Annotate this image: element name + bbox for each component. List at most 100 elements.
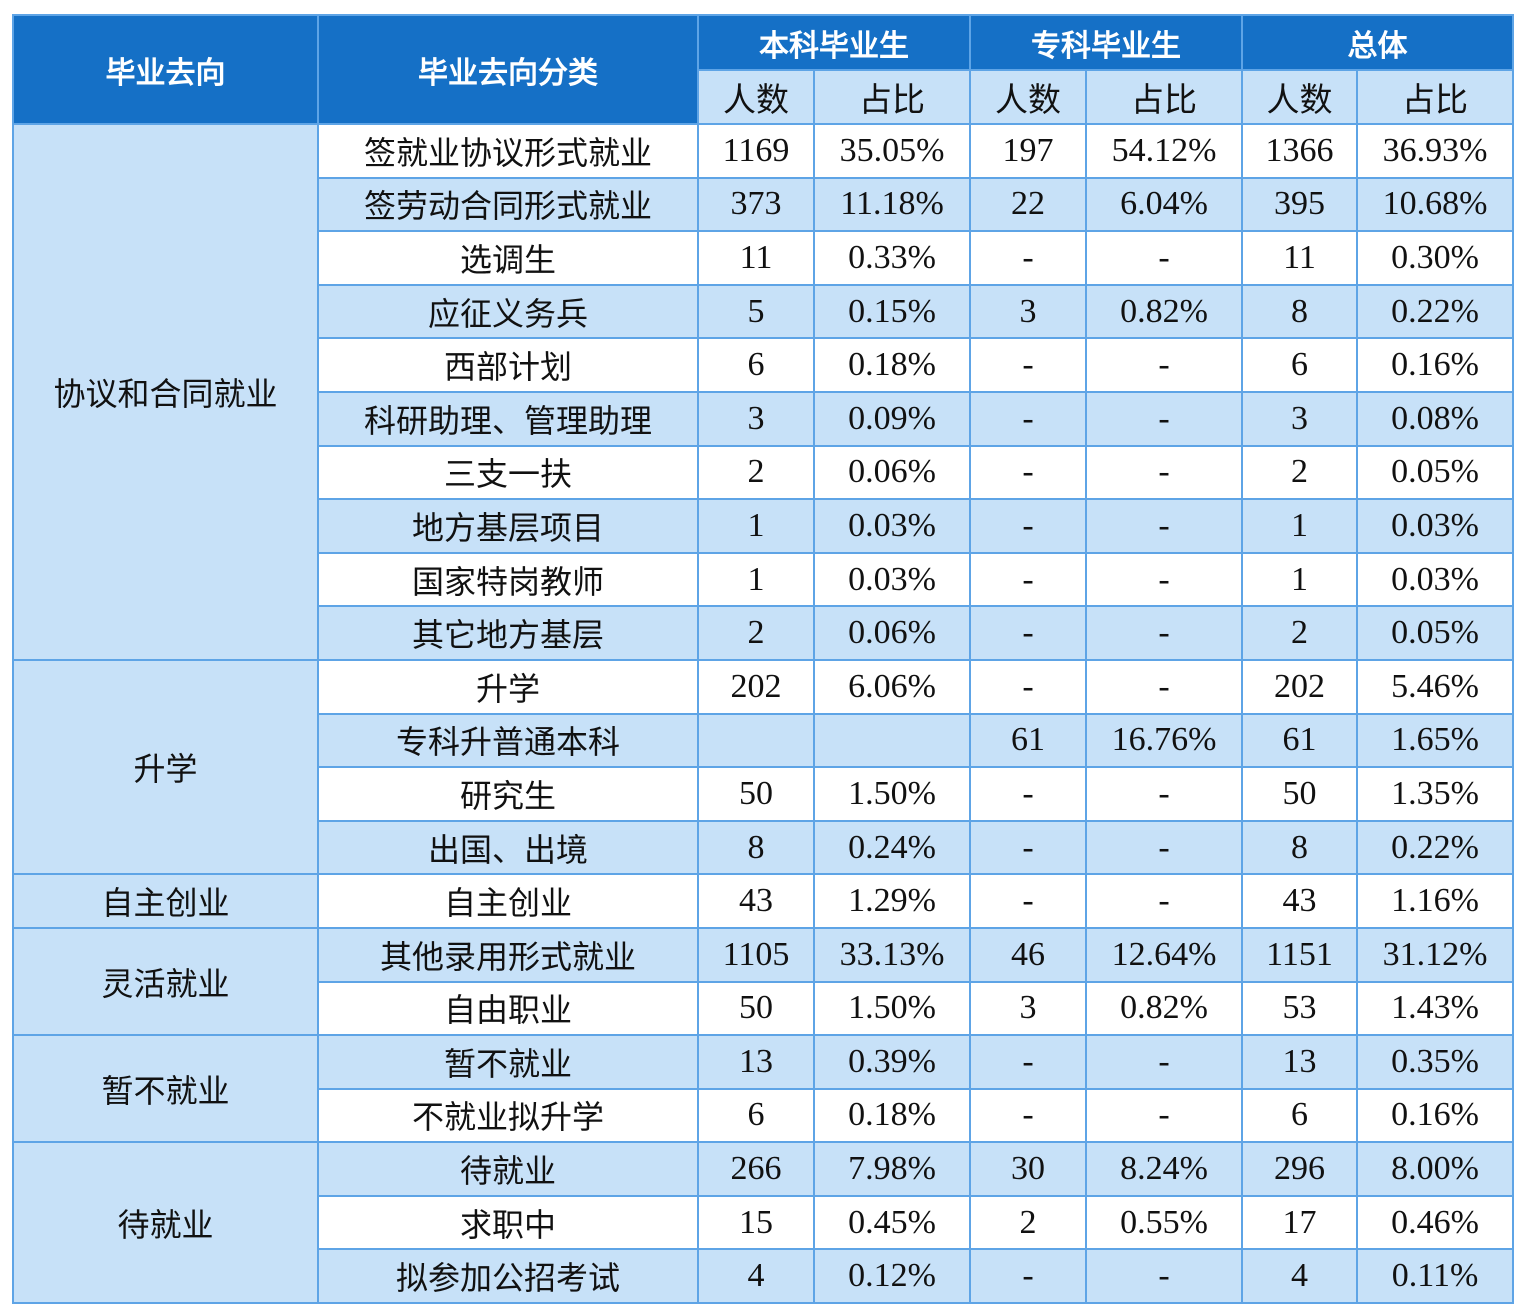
col-count-cell: - [969,766,1087,822]
ug-ratio-cell: 35.05% [813,123,971,179]
col-ratio-cell: - [1085,1087,1243,1144]
total-ratio-cell: 0.22% [1356,283,1514,340]
col-ratio-cell: 0.82% [1085,283,1243,340]
header-destination: 毕业去向 [12,14,319,125]
total-count-cell: 8 [1241,819,1358,876]
category-cell: 西部计划 [317,337,699,393]
header-undergrad-count: 人数 [697,69,815,125]
col-ratio-cell: - [1085,658,1243,715]
table-row: 灵活就业 其他录用形式就业 1105 33.13% 46 12.64% 1151 31.12% [12,926,1514,1037]
col-count-cell: - [969,873,1087,929]
ug-ratio-cell: 0.18% [813,1087,971,1144]
header-total-count: 人数 [1241,69,1358,125]
total-ratio-cell: 31.12% [1356,926,1514,983]
table-row: 应征义务兵 5 0.15% 3 0.82% 8 0.22% [13,283,1514,340]
category-cell: 选调生 [317,230,699,286]
graduate-destination-table: 毕业去向 毕业去向分类 本科毕业生 专科毕业生 总体 人数 占比 人数 占比 人… [12,14,1514,1305]
ug-ratio-cell [813,712,971,769]
category-cell: 暂不就业 [317,1034,699,1090]
category-cell: 签劳动合同形式就业 [317,176,699,233]
total-count-cell: 395 [1241,176,1358,233]
table-row: 专科升普通本科 61 16.76% 61 1.65% [13,712,1514,769]
total-ratio-cell: 0.03% [1356,498,1514,554]
category-cell: 出国、出境 [317,819,699,876]
destination-group-cell: 灵活就业 [12,926,319,1037]
table-row: 自由职业 50 1.50% 3 0.82% 53 1.43% [13,980,1514,1037]
total-count-cell: 43 [1241,873,1358,929]
total-ratio-cell: 0.46% [1356,1194,1514,1251]
category-cell: 自由职业 [317,980,699,1037]
col-ratio-cell: - [1085,605,1243,661]
col-ratio-cell: 6.04% [1085,176,1243,233]
col-ratio-cell: - [1085,498,1243,554]
col-count-cell: - [969,337,1087,393]
ug-ratio-cell: 0.06% [813,444,971,501]
ug-count-cell [697,712,815,769]
col-count-cell: 46 [969,926,1087,983]
total-ratio-cell: 0.22% [1356,819,1514,876]
col-count-cell: - [969,551,1087,608]
ug-count-cell: 4 [697,1248,815,1305]
ug-count-cell: 50 [697,980,815,1037]
ug-count-cell: 15 [697,1194,815,1251]
col-ratio-cell: - [1085,873,1243,929]
ug-count-cell: 2 [697,444,815,501]
col-ratio-cell: - [1085,551,1243,608]
header-total: 总体 [1241,14,1514,71]
table-row: 出国、出境 8 0.24% - -8 0.22% [13,819,1514,876]
ug-ratio-cell: 7.98% [813,1141,971,1197]
col-count-cell: - [969,658,1087,715]
total-count-cell: 8 [1241,283,1358,340]
table-row: 三支一扶 2 0.06% - -2 0.05% [13,444,1514,501]
ug-count-cell: 1 [697,551,815,608]
category-cell: 签就业协议形式就业 [317,123,699,179]
destination-group-cell: 暂不就业 [12,1034,319,1144]
ug-ratio-cell: 0.24% [813,819,971,876]
destination-group-cell: 自主创业 [12,873,319,929]
category-cell: 不就业拟升学 [317,1087,699,1144]
ug-count-cell: 3 [697,390,815,447]
total-count-cell: 50 [1241,766,1358,822]
col-count-cell: 22 [969,176,1087,233]
col-count-cell: 3 [969,980,1087,1037]
header-college-count: 人数 [969,69,1087,125]
total-count-cell: 2 [1241,605,1358,661]
table-header: 毕业去向 毕业去向分类 本科毕业生 专科毕业生 总体 人数 占比 人数 占比 人… [12,14,1514,125]
ug-count-cell: 6 [697,337,815,393]
col-ratio-cell: 16.76% [1085,712,1243,769]
table-row: 协议和合同就业 签就业协议形式就业 1169 35.05% 197 54.12% 1366 3… [12,123,1514,661]
total-ratio-cell: 0.11% [1356,1248,1514,1305]
total-ratio-cell: 0.05% [1356,605,1514,661]
total-count-cell: 13 [1241,1034,1358,1090]
total-count-cell: 6 [1241,1087,1358,1144]
ug-count-cell: 2 [697,605,815,661]
total-ratio-cell: 10.68% [1356,176,1514,233]
category-cell: 自主创业 [317,873,699,929]
ug-ratio-cell: 1.50% [813,980,971,1037]
col-ratio-cell: - [1085,819,1243,876]
total-count-cell: 61 [1241,712,1358,769]
header-college-ratio: 占比 [1085,69,1243,125]
ug-count-cell: 13 [697,1034,815,1090]
col-count-cell: - [969,819,1087,876]
ug-ratio-cell: 6.06% [813,658,971,715]
total-count-cell: 6 [1241,337,1358,393]
total-ratio-cell: 8.00% [1356,1141,1514,1197]
col-ratio-cell: 0.55% [1085,1194,1243,1251]
col-count-cell: - [969,230,1087,286]
col-ratio-cell: - [1085,230,1243,286]
category-cell: 其他录用形式就业 [317,926,699,983]
table-row: 待就业 待就业 266 7.98% 30 8.24% 296 8.00% [12,1141,1514,1305]
col-ratio-cell: 0.82% [1085,980,1243,1037]
table-row: 求职中 15 0.45% 2 0.55% 17 0.46% [13,1194,1514,1251]
table-row: 升学 升学 202 6.06% - -202 5.46% [12,658,1514,876]
total-ratio-cell: 0.05% [1356,444,1514,501]
total-count-cell: 11 [1241,230,1358,286]
table-row: 国家特岗教师 1 0.03% - -1 0.03% [13,551,1514,608]
col-count-cell: 3 [969,283,1087,340]
total-count-cell: 4 [1241,1248,1358,1305]
col-count-cell: 2 [969,1194,1087,1251]
col-ratio-cell: - [1085,1248,1243,1305]
ug-count-cell: 8 [697,819,815,876]
col-ratio-cell: 8.24% [1085,1141,1243,1197]
